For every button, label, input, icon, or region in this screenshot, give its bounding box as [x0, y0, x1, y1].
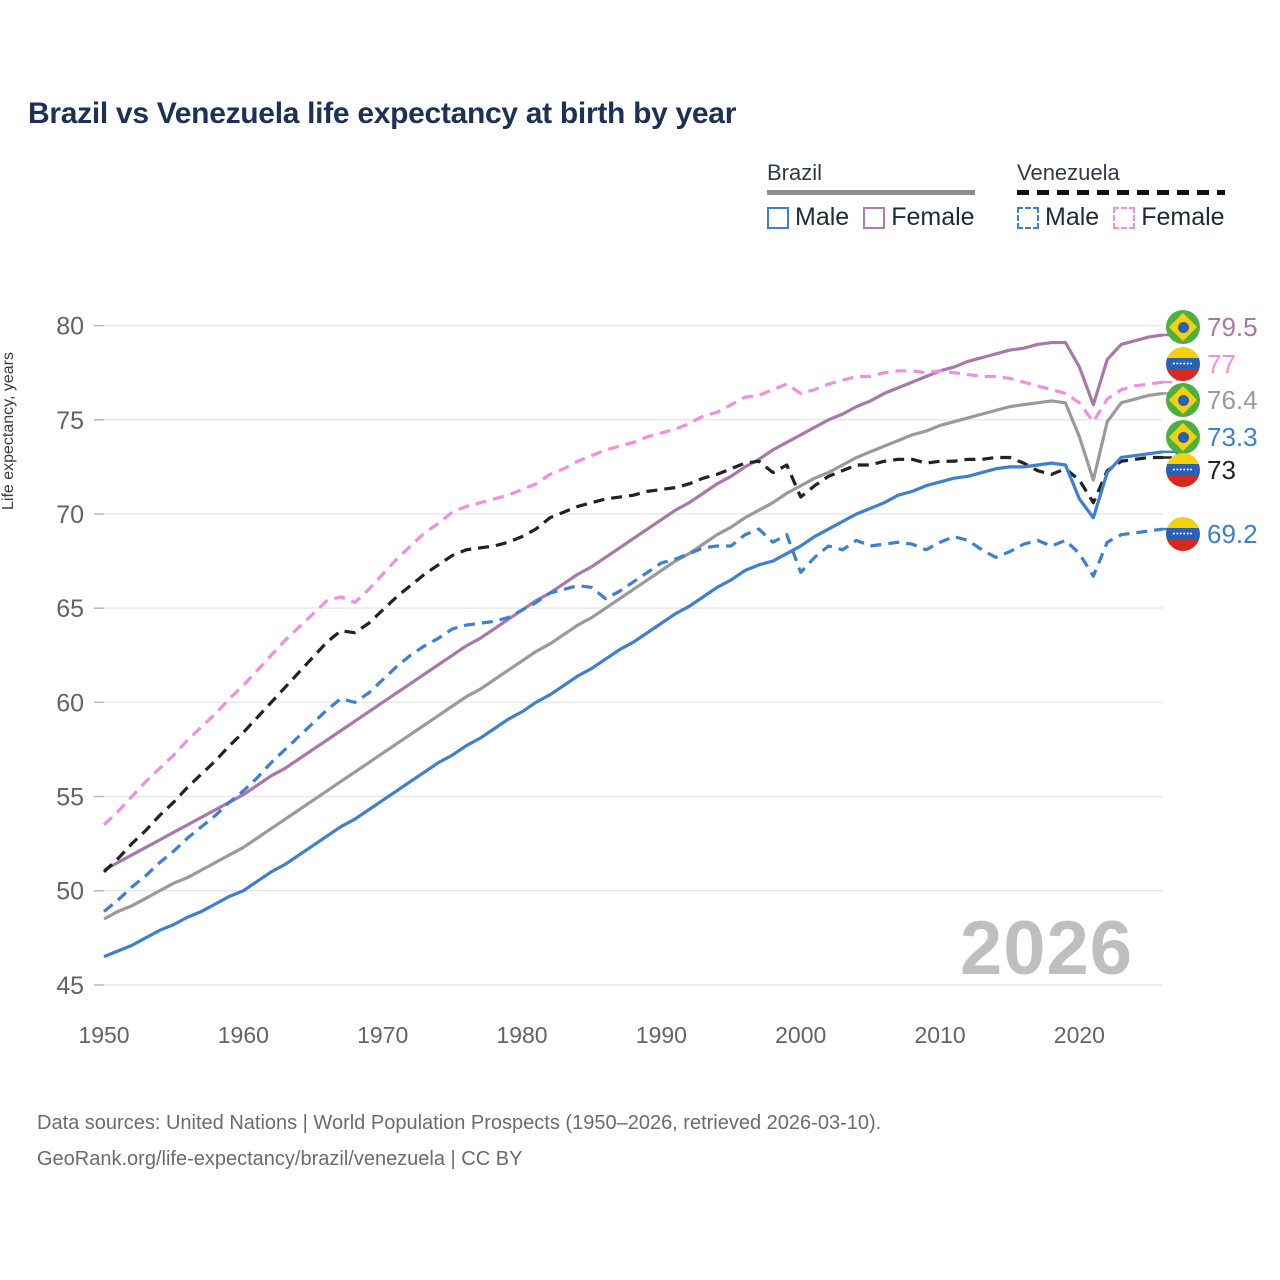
brazil-flag-icon [1166, 383, 1200, 417]
flag-globe [1177, 394, 1189, 406]
flag-band-yellow [1166, 517, 1200, 529]
gridlines [94, 324, 1163, 986]
flag-globe [1177, 431, 1189, 443]
page-title: Brazil vs Venezuela life expectancy at b… [28, 97, 737, 130]
year-watermark: 2026 [960, 906, 1134, 991]
x-tick-label: 1990 [635, 1022, 687, 1048]
flag-stars: •••••• [1172, 530, 1194, 538]
x-axis-tick-labels: 1950 1960 1970 1980 1990 2000 2010 2020 [0, 1022, 1280, 1062]
series-line-venezuela-total [102, 455, 1163, 874]
flag-stars: •••••• [1172, 360, 1194, 368]
venezuela-flag-icon: •••••• [1166, 347, 1200, 381]
x-tick-label: 1950 [78, 1022, 130, 1048]
legend-swatch-brazil-female [863, 206, 886, 229]
series-line-brazil-female [103, 333, 1164, 872]
series-end-labels: 79.5 •••••• 77 76.4 73.3 •••••• 73 •••••• 69.2 [1160, 255, 1280, 1055]
legend-swatch-brazil-male [767, 206, 789, 229]
end-label: 73.3 [1166, 420, 1258, 454]
end-label-value: 77 [1207, 349, 1236, 379]
footer-line-2: GeoRank.org/life-expectancy/brazil/venez… [37, 1148, 523, 1170]
x-tick-label: 2010 [914, 1022, 966, 1048]
legend-rule-brazil [767, 190, 975, 195]
legend-swatch-venezuela-male [1017, 206, 1039, 229]
flag-band-red [1166, 539, 1200, 551]
flag-band-blue [1166, 528, 1200, 540]
flag-band-yellow [1166, 347, 1200, 359]
chart-legend: Brazil Male Female Venezuela Male [755, 160, 1255, 240]
y-tick-label: 55 [56, 784, 84, 812]
x-tick-label: 1970 [357, 1022, 409, 1048]
venezuela-flag-icon: •••••• [1166, 517, 1200, 551]
legend-item-brazil-female[interactable]: Female [863, 203, 975, 231]
legend-country-venezuela: Venezuela [1017, 160, 1120, 185]
y-tick-label: 80 [56, 313, 84, 341]
legend-label-brazil-female: Female [891, 203, 975, 231]
series-lines [102, 333, 1164, 959]
venezuela-flag-icon: •••••• [1166, 453, 1200, 487]
end-label: 79.5 [1166, 310, 1258, 344]
flag-band-red [1166, 369, 1200, 381]
end-label-value: 73.3 [1207, 422, 1258, 452]
y-tick-label: 45 [56, 972, 84, 1000]
y-axis-tick-labels: 45 50 55 60 65 70 75 80 [56, 313, 84, 1000]
end-label-value: 76.4 [1207, 385, 1258, 415]
legend-item-venezuela-female[interactable]: Female [1113, 203, 1225, 231]
flag-band-red [1166, 475, 1200, 487]
flag-band-blue [1166, 358, 1200, 370]
end-label: 76.4 [1166, 383, 1258, 417]
footer-credits: Data sources: United Nations | World Pop… [37, 1105, 881, 1177]
plot-area: 45 50 55 60 65 70 75 80 [0, 255, 1280, 1055]
end-label: •••••• 77 [1166, 347, 1236, 381]
end-label-value: 73 [1207, 455, 1236, 485]
legend-item-venezuela-male[interactable]: Male [1017, 205, 1099, 230]
flag-band-blue [1166, 464, 1200, 476]
end-label-value: 69.2 [1207, 519, 1258, 549]
x-tick-label: 2020 [1053, 1022, 1105, 1048]
y-tick-label: 65 [56, 595, 84, 623]
line-chart-svg: 45 50 55 60 65 70 75 80 [56, 313, 1199, 1000]
legend-item-brazil-male[interactable]: Male [767, 205, 849, 230]
y-tick-label: 70 [56, 501, 84, 529]
footer-line-1: Data sources: United Nations | World Pop… [37, 1112, 882, 1134]
x-tick-label: 1960 [217, 1022, 269, 1048]
series-line-brazil-total [103, 391, 1164, 921]
y-tick-label: 75 [56, 407, 84, 435]
legend-label-brazil-male: Male [795, 203, 850, 231]
y-axis-title: Life expectancy, years [0, 351, 17, 510]
y-tick-label: 50 [56, 878, 84, 906]
series-line-venezuela-male [102, 527, 1164, 913]
legend-group-brazil: Brazil Male Female [767, 160, 975, 230]
series-line-brazil-male [103, 450, 1164, 959]
end-label: •••••• 73 [1166, 453, 1236, 487]
legend-label-venezuela-female: Female [1141, 203, 1225, 231]
end-label-value: 79.5 [1207, 312, 1258, 342]
x-tick-label: 1980 [496, 1022, 548, 1048]
series-line-venezuela-female [102, 369, 1164, 826]
flag-stars: •••••• [1172, 466, 1194, 474]
x-tick-label: 2000 [775, 1022, 827, 1048]
legend-label-venezuela-male: Male [1045, 203, 1100, 231]
y-tick-label: 60 [56, 689, 84, 717]
end-label: •••••• 69.2 [1166, 517, 1258, 551]
brazil-flag-icon [1166, 420, 1200, 454]
flag-globe [1177, 321, 1189, 333]
legend-swatch-venezuela-female [1113, 206, 1136, 229]
legend-rule-venezuela [1017, 190, 1225, 195]
brazil-flag-icon [1166, 310, 1200, 344]
legend-country-brazil: Brazil [767, 160, 823, 185]
flag-band-yellow [1166, 453, 1200, 465]
legend-group-venezuela: Venezuela Male Female [1017, 160, 1225, 230]
